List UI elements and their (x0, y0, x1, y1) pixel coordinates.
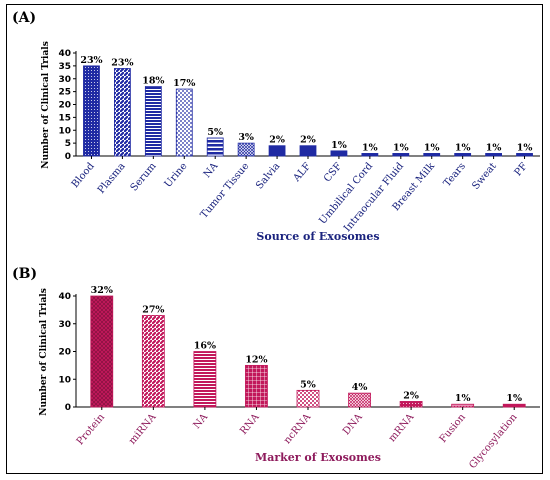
data-label: 27% (142, 304, 164, 315)
y-tick-label: 0 (65, 403, 71, 413)
x-tick-label: NA (202, 160, 221, 180)
bar (299, 145, 317, 157)
y-tick-label: 30 (58, 320, 71, 330)
bar (268, 145, 286, 157)
bar (83, 65, 100, 157)
x-tick-label: Sweat (470, 161, 499, 192)
bar (90, 295, 114, 408)
x-tick-label: mRNA (387, 411, 417, 444)
data-label: 18% (142, 75, 164, 86)
bar (245, 364, 268, 408)
y-axis-label: Number of Clinical Trials (41, 41, 51, 169)
x-tick-label: ALF (291, 161, 313, 185)
bar (502, 403, 526, 408)
panel-b: (B)Number of Clinical Trials 0 10 20 30 40 32%… (12, 266, 540, 471)
data-label: 32% (91, 285, 113, 296)
y-tick-label: 30 (58, 75, 71, 85)
bar (423, 153, 441, 157)
bar (206, 137, 224, 157)
x-tick-label: RNA (238, 411, 262, 437)
bar (330, 150, 348, 157)
panel-label: (A) (12, 10, 36, 26)
bar (454, 153, 472, 157)
data-label: 17% (173, 78, 195, 89)
y-tick-label: 10 (58, 126, 71, 136)
x-tick-label: DNA (341, 411, 365, 437)
data-label: 1% (506, 393, 522, 404)
data-label: 1% (517, 142, 533, 153)
bar (114, 68, 131, 157)
x-tick-label: Serum (129, 160, 159, 193)
data-label: 5% (300, 379, 316, 390)
data-label: 1% (362, 142, 378, 153)
bar (141, 315, 165, 408)
bar (485, 153, 503, 157)
x-tick-label: Plasma (96, 161, 128, 196)
data-label: 3% (238, 132, 254, 143)
x-tick-label: miRNA (127, 411, 159, 446)
bar (144, 86, 162, 157)
data-label: 1% (455, 142, 471, 153)
data-label: 2% (269, 135, 285, 146)
x-tick-label: Tears (442, 161, 468, 189)
bar (237, 142, 255, 157)
bar (175, 88, 193, 157)
x-tick-label: Salvia (254, 161, 282, 192)
x-tick-label: Fusion (438, 411, 469, 445)
data-label: 1% (393, 142, 409, 153)
x-axis-title: Marker of Exosomes (255, 451, 381, 464)
figure-frame (6, 4, 543, 474)
data-label: 23% (111, 57, 133, 68)
y-tick-label: 20 (58, 348, 71, 358)
panel-a: (A) Number of Clinical Trials 0 5 10 15 20 25 30… (12, 10, 540, 243)
x-tick-label: Blood (70, 160, 97, 190)
data-label: 2% (300, 135, 316, 146)
data-label: 1% (331, 140, 347, 151)
y-tick-label: 5 (65, 139, 71, 149)
data-label: 5% (207, 127, 223, 138)
y-tick-label: 35 (58, 62, 71, 72)
bar (193, 351, 217, 408)
y-axis-label: Number of Clinical Trials (39, 288, 49, 416)
data-label: 23% (80, 55, 102, 66)
y-tick-label: 10 (58, 375, 71, 385)
bar (348, 392, 371, 408)
y-tick-label: 40 (58, 49, 71, 59)
data-label: 16% (194, 341, 216, 352)
bar (361, 153, 379, 157)
bar (399, 401, 423, 408)
data-label: 2% (403, 390, 419, 401)
bar (392, 153, 410, 157)
data-label: 1% (486, 142, 502, 153)
x-tick-label: Glycosylation (467, 411, 520, 471)
panel-label: (B) (12, 266, 37, 282)
data-label: 12% (245, 354, 267, 365)
data-label: 1% (424, 142, 440, 153)
y-tick-label: 20 (58, 101, 71, 111)
x-tick-label: NA (191, 411, 210, 431)
y-tick-label: 25 (58, 88, 71, 98)
y-tick-label: 15 (58, 113, 71, 123)
bar (516, 153, 533, 157)
y-tick-label: 0 (65, 152, 71, 162)
x-tick-label: CSF (322, 161, 344, 185)
y-tick-label: 40 (58, 292, 71, 302)
x-axis-title: Source of Exosomes (256, 230, 379, 243)
x-tick-label: Protein (75, 411, 108, 447)
x-tick-label: Umbilical Cord (317, 160, 375, 226)
x-tick-label: PF (513, 161, 530, 179)
bar (451, 403, 475, 408)
data-label: 4% (352, 382, 368, 393)
x-tick-label: Urine (163, 161, 190, 190)
data-label: 1% (455, 393, 471, 404)
bar (296, 389, 320, 408)
x-tick-label: ncRNA (282, 411, 314, 446)
